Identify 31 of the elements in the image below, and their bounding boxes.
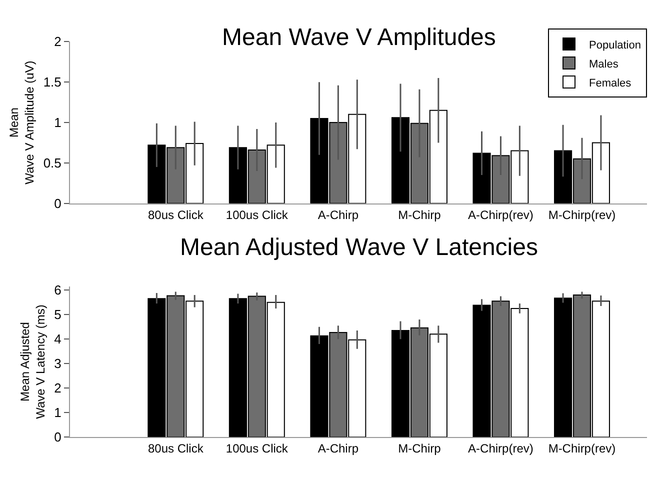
x-tick-label: 100us Click xyxy=(226,442,289,456)
x-tick-label: A-Chirp xyxy=(318,208,359,222)
y-tick-label: 0 xyxy=(54,196,62,211)
y-tick-label: 3 xyxy=(54,356,62,372)
y-axis-title: Mean Wave V Amplitude (uV) xyxy=(7,60,37,184)
x-tick-label: A-Chirp xyxy=(318,442,359,456)
y-tick-label: 0 xyxy=(54,430,62,445)
x-tick-label: M-Chirp xyxy=(398,442,442,456)
y-tick-label: 5 xyxy=(54,307,62,322)
x-tick-label: 80us Click xyxy=(148,208,204,222)
y-tick-label: 1 xyxy=(54,115,62,130)
x-tick-label: A-Chirp(rev) xyxy=(468,208,534,222)
y-tick-label: 2 xyxy=(54,34,62,50)
x-tick-label: A-Chirp(rev) xyxy=(468,442,534,456)
y-tick-label: 1 xyxy=(54,405,62,420)
y-axis-title: Mean Adjusted Wave V Latency (ms) xyxy=(18,304,48,419)
x-tick-label: M-Chirp(rev) xyxy=(548,208,616,222)
y-tick-label: 4 xyxy=(54,332,62,347)
x-tick-label: 80us Click xyxy=(148,442,204,456)
y-tick-label: 2 xyxy=(54,380,62,396)
x-tick-label: M-Chirp(rev) xyxy=(548,442,616,456)
y-tick-label: 1.5 xyxy=(43,74,62,90)
chart-title: Mean Wave V Amplitudes xyxy=(222,24,496,51)
legend-label: Females xyxy=(589,77,632,90)
x-tick-label: M-Chirp xyxy=(398,208,442,222)
y-tick-label: 6 xyxy=(54,282,62,298)
chart-title: Mean Adjusted Wave V Latencies xyxy=(180,234,538,261)
y-tick-label: 0.5 xyxy=(43,155,62,170)
legend-label: Males xyxy=(589,58,619,70)
x-tick-label: 100us Click xyxy=(226,208,289,222)
legend-label: Population xyxy=(589,39,641,52)
